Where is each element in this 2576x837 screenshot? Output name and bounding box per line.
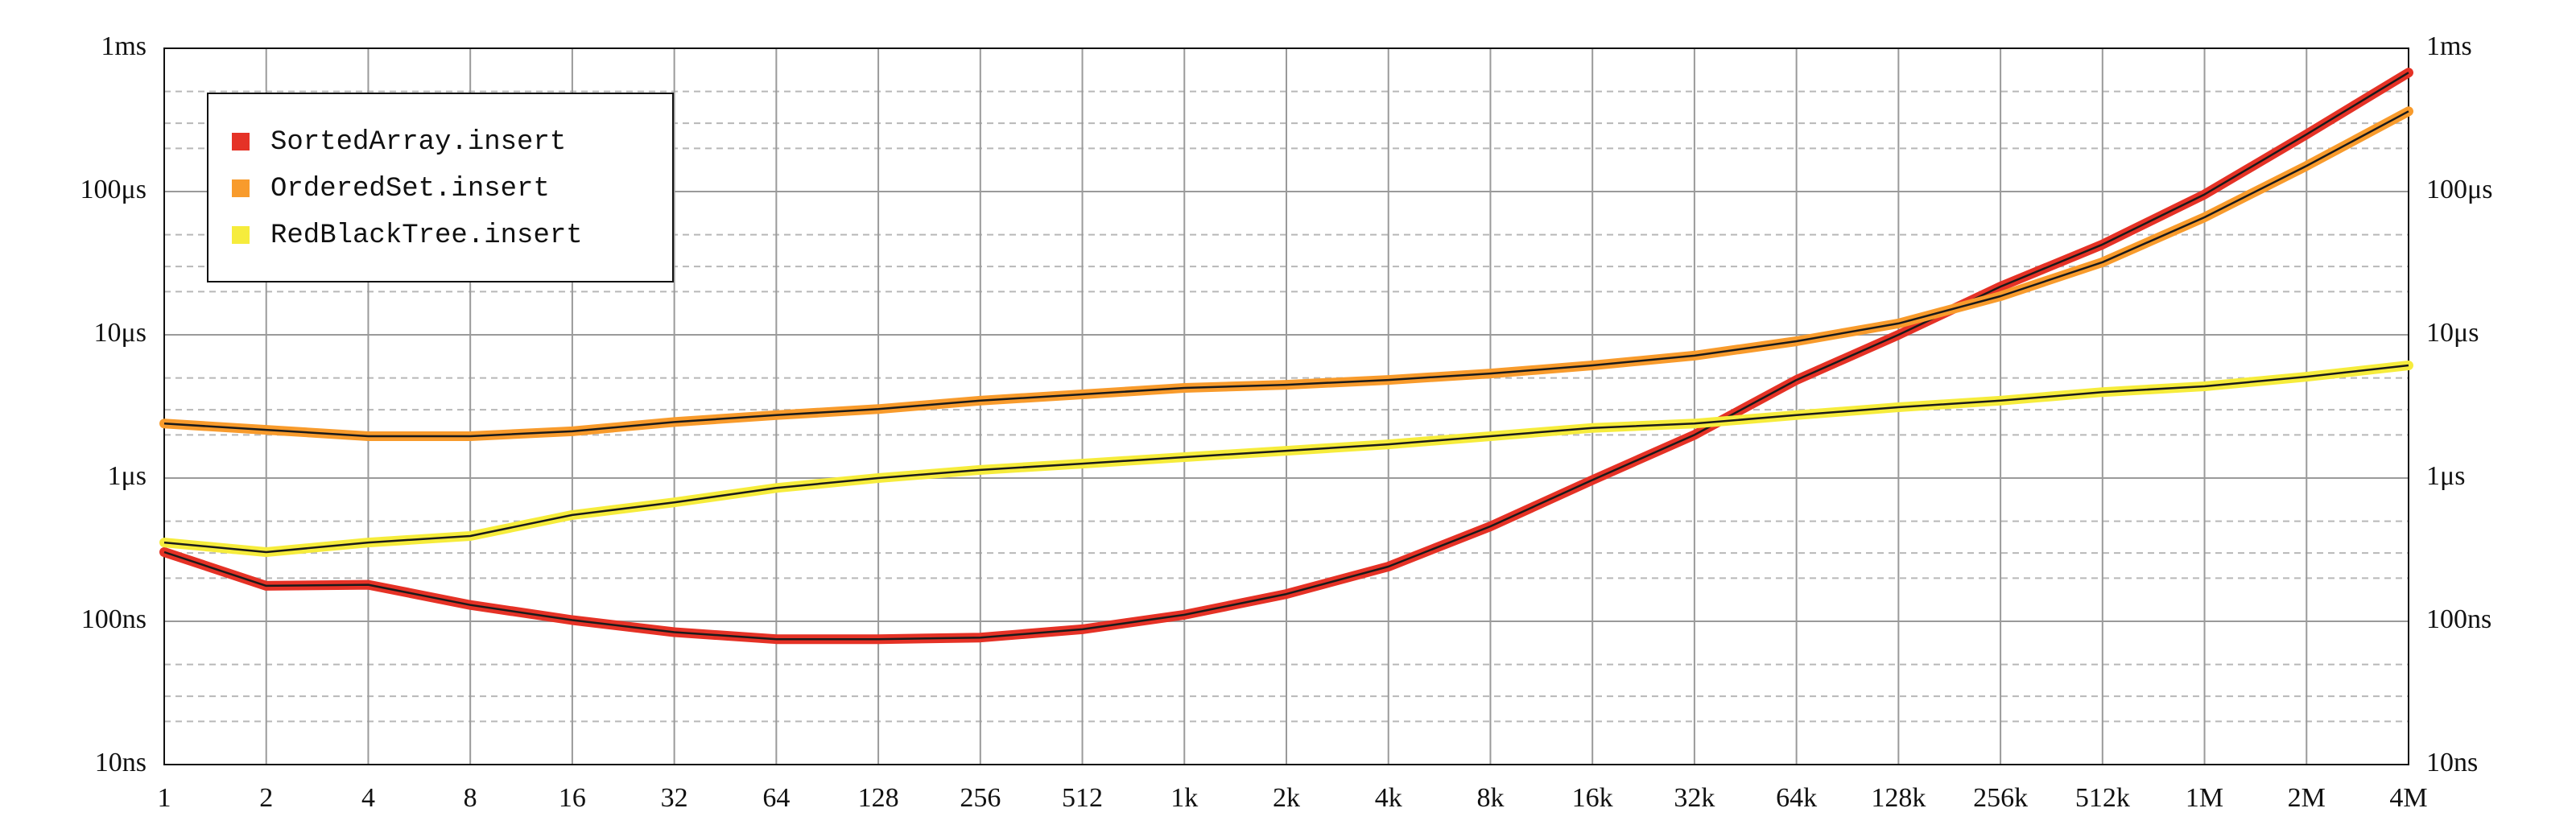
x-tick-label: 8k (1476, 783, 1504, 813)
x-tick-label: 4M (2389, 783, 2427, 813)
x-tick-label: 1k (1170, 783, 1198, 813)
y-tick-label: 100μs (80, 175, 147, 204)
x-tick-label: 64 (762, 783, 790, 813)
y2-tick-label: 100μs (2426, 175, 2492, 204)
y-tick-label: 100ns (81, 604, 147, 634)
x-tick-label: 512 (1062, 783, 1103, 813)
y2-tick-label: 1ms (2426, 31, 2472, 61)
x-tick-label: 2 (259, 783, 273, 813)
series-line-core (163, 72, 2409, 641)
legend-swatch (232, 226, 250, 244)
y2-tick-label: 1μs (2426, 461, 2465, 491)
legend-label: RedBlackTree.insert (270, 221, 583, 251)
x-tick-label: 2k (1273, 783, 1300, 813)
legend-box (207, 93, 674, 282)
x-tick-label: 32 (661, 783, 688, 813)
y-tick-label: 1ms (101, 31, 147, 61)
x-tick-label: 256 (960, 783, 1001, 813)
series-line-core (163, 364, 2409, 554)
plot-frame (163, 47, 2409, 765)
x-tick-label: 8 (464, 783, 477, 813)
x-tick-label: 64k (1776, 783, 1817, 813)
x-tick-label: 4 (361, 783, 375, 813)
y2-tick-label: 10ns (2426, 748, 2478, 777)
series-line-core (163, 110, 2409, 438)
y2-tick-label: 10μs (2426, 318, 2479, 348)
legend-swatch (232, 179, 250, 197)
x-tick-label: 16 (559, 783, 586, 813)
x-tick-label: 16k (1572, 783, 1613, 813)
x-tick-label: 128 (858, 783, 899, 813)
x-tick-label: 128k (1871, 783, 1926, 813)
y-tick-label: 10ns (95, 748, 147, 777)
x-tick-label: 32k (1674, 783, 1715, 813)
x-tick-label: 1 (158, 783, 171, 813)
x-tick-label: 4k (1375, 783, 1402, 813)
x-tick-label: 2M (2288, 783, 2326, 813)
x-tick-label: 1M (2186, 783, 2223, 813)
y2-tick-label: 100ns (2426, 604, 2491, 634)
legend-swatch (232, 133, 250, 150)
y-tick-label: 10μs (94, 318, 147, 348)
legend: SortedArray.insert OrderedSet.insert RedBl… (207, 93, 674, 282)
x-tick-label: 256k (1973, 783, 2028, 813)
legend-label: SortedArray.insert (270, 127, 566, 158)
legend-label: OrderedSet.insert (270, 174, 550, 204)
y-tick-label: 1μs (108, 461, 147, 491)
x-tick-label: 512k (2075, 783, 2130, 813)
